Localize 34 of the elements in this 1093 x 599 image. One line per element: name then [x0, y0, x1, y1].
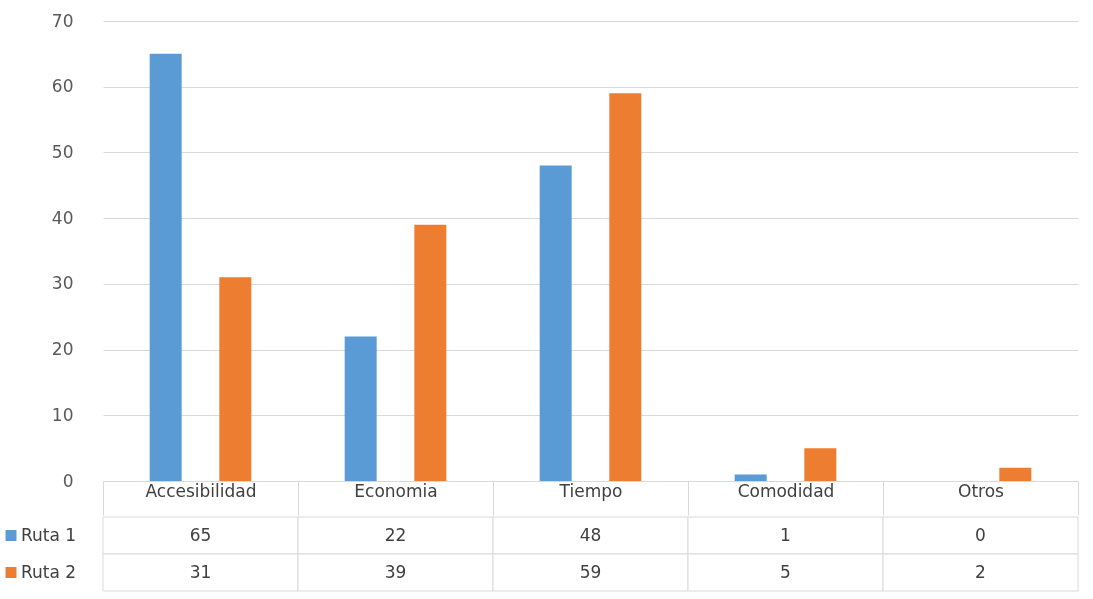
x-tick-label: Economia	[354, 480, 438, 501]
bar	[734, 474, 767, 481]
bar	[804, 448, 837, 481]
x-tick-label: Accesibilidad	[145, 480, 257, 501]
y-tick-label: 40	[51, 207, 74, 228]
bar	[344, 336, 377, 481]
data-label: 31	[189, 561, 212, 582]
y-tick-label: 0	[62, 470, 74, 491]
legend-label: Ruta 1	[21, 524, 77, 545]
y-tick-label: 20	[51, 339, 74, 360]
legend-label: Ruta 2	[21, 561, 77, 582]
x-tick-label: Comodidad	[737, 480, 835, 501]
data-label: 65	[189, 524, 212, 545]
data-label: 0	[975, 524, 986, 545]
y-tick-label: 10	[51, 404, 74, 425]
data-label: 1	[780, 524, 791, 545]
bar	[999, 467, 1032, 481]
data-label: 22	[384, 524, 407, 545]
data-label: 2	[975, 561, 986, 582]
y-tick-label: 70	[51, 10, 74, 31]
y-tick-label: 30	[51, 273, 74, 294]
x-tick-label: Tiempo	[558, 480, 623, 501]
bar	[539, 165, 572, 481]
bar	[219, 277, 252, 481]
data-label: 59	[579, 561, 602, 582]
bar	[149, 53, 182, 481]
y-tick-label: 50	[51, 141, 74, 162]
data-label: 48	[579, 524, 602, 545]
data-label: 5	[780, 561, 791, 582]
data-label: 39	[384, 561, 407, 582]
x-tick-label: Otros	[958, 480, 1005, 501]
y-tick-label: 60	[51, 76, 74, 97]
bar	[609, 93, 642, 481]
bar	[414, 224, 447, 481]
